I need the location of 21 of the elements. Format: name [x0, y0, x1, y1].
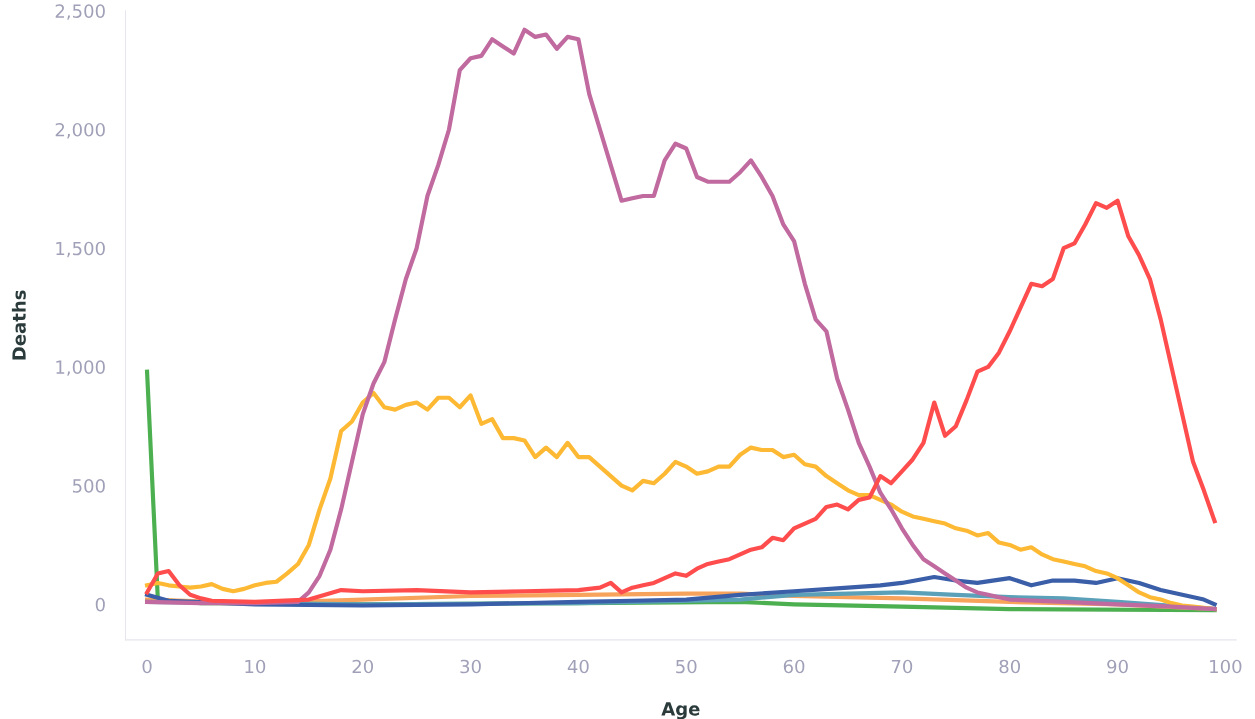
x-tick-label: 30 — [460, 659, 481, 674]
x-tick-label: 100 — [1210, 659, 1242, 674]
x-tick-label: 60 — [783, 659, 805, 674]
x-tick-label: 10 — [245, 659, 266, 674]
line-series — [144, 27, 1217, 612]
x-tick-label: 80 — [999, 659, 1021, 674]
x-tick-label: 50 — [676, 659, 697, 674]
x-tick-label: 0 — [142, 659, 152, 674]
y-axis-title: Deaths — [11, 290, 26, 360]
y-tick-label: 1,500 — [56, 241, 105, 258]
x-axis-title: Age — [661, 702, 700, 719]
x-tick-label: 20 — [352, 659, 374, 674]
y-tick-label: 2,500 — [55, 4, 105, 20]
y-tick-label: 2,000 — [55, 122, 105, 139]
y-tick-label: 500 — [72, 479, 105, 493]
x-tick-label: 90 — [1107, 659, 1128, 674]
line-series — [144, 198, 1217, 605]
y-tick-label: 0 — [95, 597, 105, 612]
x-tick-label: 70 — [891, 659, 913, 674]
y-tick-label: 1,000 — [56, 360, 105, 376]
x-tick-label: 40 — [567, 659, 589, 674]
